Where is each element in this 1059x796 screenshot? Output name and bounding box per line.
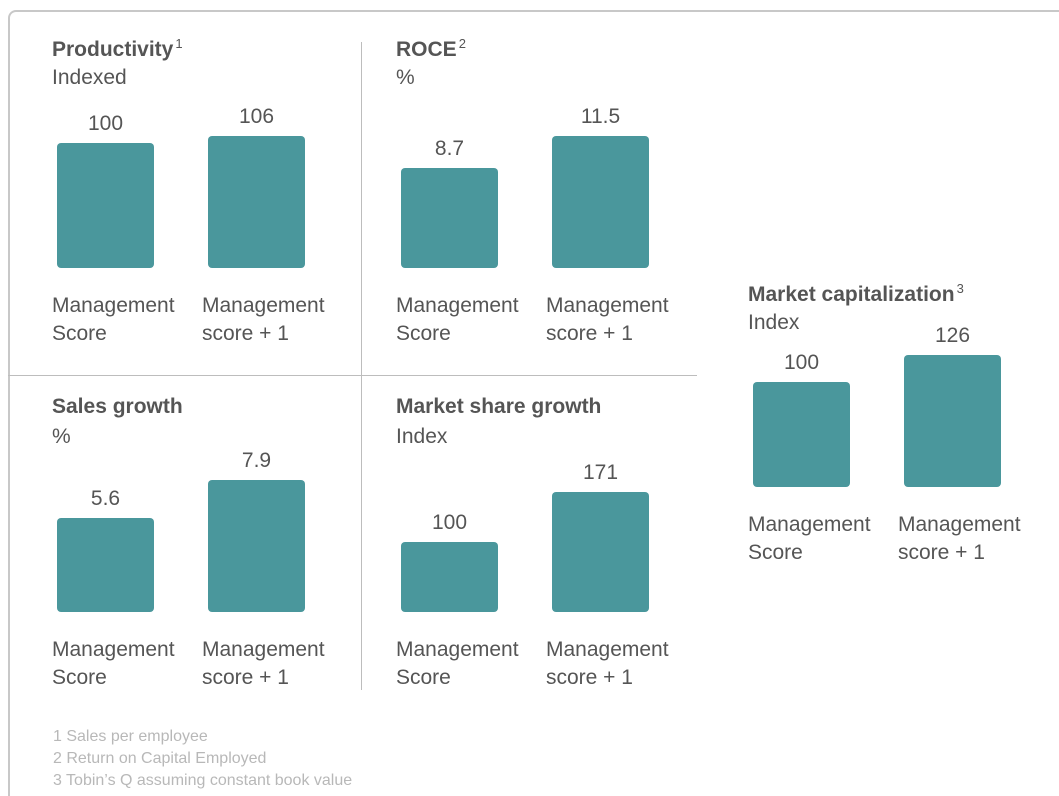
category-label: Management Score bbox=[52, 294, 175, 345]
footnote-ref: 1 bbox=[175, 36, 183, 51]
bar bbox=[57, 143, 154, 268]
value-label: 5.6 bbox=[90, 487, 121, 511]
divider bbox=[8, 375, 697, 376]
footnote: 1 Sales per employee bbox=[53, 728, 208, 745]
bar bbox=[208, 480, 305, 612]
value-label: 171 bbox=[582, 460, 619, 484]
category-label: Management score + 1 bbox=[546, 294, 669, 345]
divider bbox=[361, 42, 362, 690]
chart-subtitle: % bbox=[52, 425, 71, 448]
category-label: Management score + 1 bbox=[546, 638, 669, 689]
chart-title: Productivity bbox=[52, 38, 174, 61]
chart-title: Market capitalization bbox=[748, 283, 955, 306]
chart-title: Sales growth bbox=[52, 395, 183, 419]
value-label: 100 bbox=[431, 510, 468, 534]
value-label: 126 bbox=[934, 324, 971, 347]
chart-title: Market share growth bbox=[396, 395, 601, 419]
category-label: Management score + 1 bbox=[202, 638, 325, 689]
value-label: 100 bbox=[783, 351, 820, 375]
frame bbox=[8, 10, 1059, 796]
category-label: Management Score bbox=[52, 638, 175, 689]
value-label: 11.5 bbox=[580, 105, 621, 128]
value-label: 7.9 bbox=[241, 449, 272, 472]
bar bbox=[401, 541, 498, 612]
value-label: 8.7 bbox=[434, 137, 465, 161]
chart-subtitle: Index bbox=[396, 425, 448, 448]
bar bbox=[57, 518, 154, 612]
chart-title: ROCE bbox=[396, 38, 457, 61]
chart-subtitle: % bbox=[396, 66, 415, 89]
chart-title: Sales growth bbox=[52, 395, 183, 418]
chart-subtitle: Index bbox=[748, 311, 800, 334]
footnote-ref: 3 bbox=[956, 281, 964, 296]
bar bbox=[401, 168, 498, 268]
chart-title: Productivity 1 bbox=[52, 36, 183, 62]
footnote: 2 Return on Capital Employed bbox=[53, 750, 267, 767]
footnote-ref: 2 bbox=[458, 36, 466, 51]
value-label: 100 bbox=[87, 112, 124, 136]
bar bbox=[552, 491, 649, 612]
bar bbox=[552, 136, 649, 268]
chart-title: Market capitalization 3 bbox=[748, 281, 964, 307]
category-label: Management Score bbox=[748, 513, 871, 564]
chart-title: ROCE 2 bbox=[396, 36, 466, 62]
category-label: Management Score bbox=[396, 294, 519, 345]
category-label: Management Score bbox=[396, 638, 519, 689]
bar bbox=[208, 136, 305, 268]
bar bbox=[753, 382, 850, 487]
category-label: Management score + 1 bbox=[202, 294, 325, 345]
footnote: 3 Tobin’s Q assuming constant book value bbox=[53, 772, 353, 789]
chart-title: Market share growth bbox=[396, 395, 602, 418]
bar bbox=[904, 355, 1001, 487]
category-label: Management score + 1 bbox=[898, 513, 1021, 564]
chart-subtitle: Indexed bbox=[52, 66, 127, 89]
value-label: 106 bbox=[238, 105, 275, 128]
